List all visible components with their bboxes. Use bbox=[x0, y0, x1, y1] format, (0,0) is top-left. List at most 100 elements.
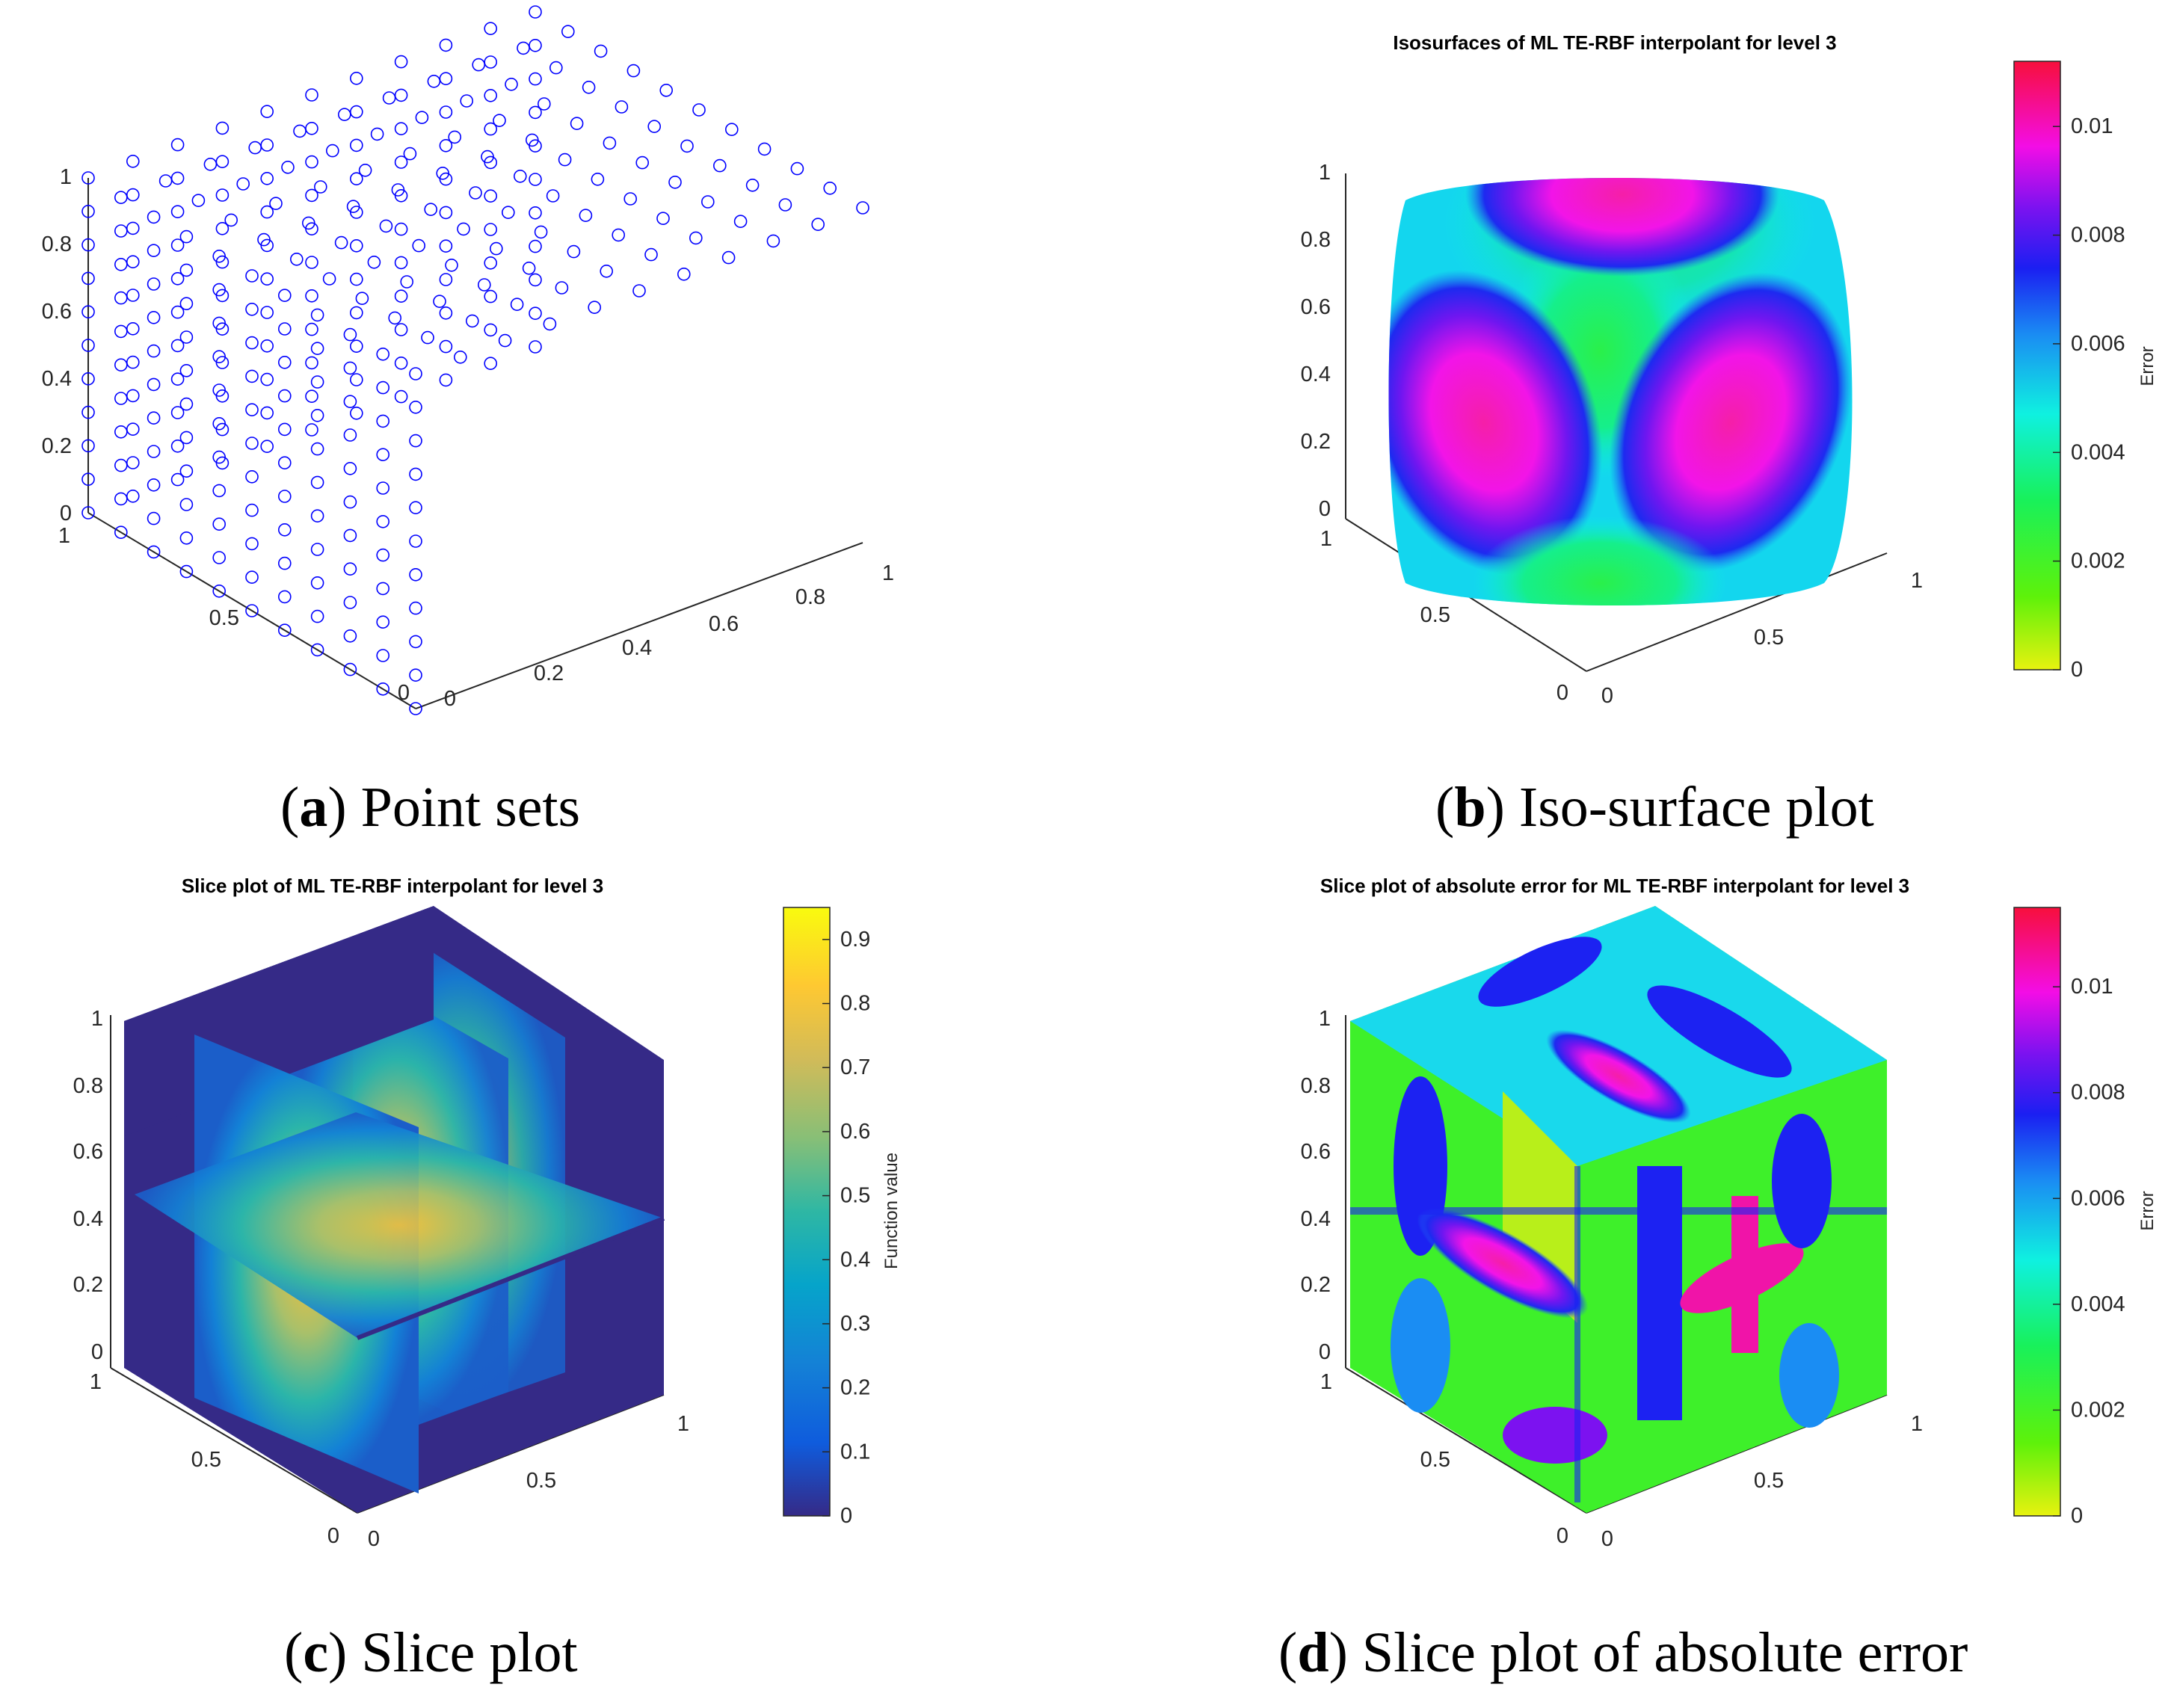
x-tick-label: 1 bbox=[882, 561, 894, 585]
scatter-marker bbox=[529, 105, 542, 120]
panel-b-z-ticks: 0 0.2 0.4 0.6 0.8 1 bbox=[1301, 161, 1331, 521]
scatter-marker bbox=[260, 238, 274, 253]
scatter-marker bbox=[484, 223, 498, 236]
panel-d-x-ticks: 0 0.5 1 bbox=[1601, 1412, 1923, 1551]
scatter-marker bbox=[343, 629, 357, 643]
scatter-marker bbox=[409, 400, 422, 414]
colorbar-tick-label: 0.3 bbox=[840, 1312, 870, 1336]
scatter-marker bbox=[81, 271, 95, 286]
scatter-marker bbox=[170, 472, 185, 487]
scatter-marker bbox=[170, 238, 185, 252]
scatter-marker bbox=[215, 389, 230, 403]
scatter-marker bbox=[394, 155, 408, 169]
z-tick-label: 0.6 bbox=[73, 1140, 103, 1164]
scatter-marker bbox=[114, 458, 128, 472]
scatter-marker bbox=[147, 244, 161, 258]
scatter-marker bbox=[277, 590, 292, 604]
scatter-marker bbox=[310, 308, 324, 322]
scatter-marker bbox=[343, 461, 357, 475]
scatter-marker bbox=[114, 224, 128, 238]
scatter-marker bbox=[689, 231, 703, 245]
z-tick-label: 0.2 bbox=[42, 434, 72, 458]
scatter-marker bbox=[615, 100, 629, 114]
colorbar-tick-label: 0.9 bbox=[840, 928, 870, 952]
scatter-marker bbox=[147, 377, 161, 392]
scatter-marker bbox=[415, 111, 429, 124]
scatter-marker bbox=[394, 55, 408, 69]
z-tick-label: 0.6 bbox=[1301, 295, 1331, 319]
scatter-marker bbox=[811, 218, 825, 232]
scatter-marker bbox=[394, 222, 408, 236]
scatter-marker bbox=[260, 205, 274, 219]
scatter-marker bbox=[626, 64, 641, 78]
scatter-marker bbox=[81, 171, 95, 185]
scatter-marker bbox=[349, 138, 363, 152]
scatter-marker bbox=[277, 556, 292, 570]
scatter-marker bbox=[147, 411, 161, 425]
scatter-marker bbox=[277, 355, 292, 369]
x-tick-label: 0.2 bbox=[534, 662, 564, 685]
scatter-marker bbox=[457, 222, 470, 236]
scatter-marker bbox=[212, 551, 227, 564]
scatter-marker bbox=[245, 469, 259, 484]
scatter-marker bbox=[522, 261, 536, 275]
scatter-marker bbox=[343, 596, 357, 609]
caption-letter: c bbox=[303, 1621, 328, 1684]
scatter-marker bbox=[236, 177, 250, 191]
scatter-marker bbox=[484, 323, 498, 337]
scatter-marker bbox=[277, 522, 292, 537]
scatter-marker bbox=[114, 324, 128, 339]
scatter-marker bbox=[147, 277, 161, 291]
scatter-marker bbox=[260, 440, 274, 454]
colorbar-ticks: 0 0.1 0.2 0.3 0.4 0.5 0.6 0.7 0.8 0.9 bbox=[822, 928, 870, 1528]
colorbar-tick-label: 0.006 bbox=[2071, 1186, 2125, 1210]
scatter-marker bbox=[170, 205, 185, 219]
scatter-marker bbox=[179, 397, 194, 411]
scatter-marker bbox=[349, 272, 363, 286]
scatter-marker bbox=[114, 492, 128, 506]
z-tick-label: 0.2 bbox=[1301, 1273, 1331, 1297]
scatter-marker bbox=[313, 180, 327, 194]
scatter-marker bbox=[126, 289, 140, 302]
colorbar-tick-label: 0.01 bbox=[2071, 114, 2113, 138]
x-tick-label: 0 bbox=[1601, 1527, 1613, 1551]
scatter-marker bbox=[343, 495, 357, 509]
scatter-marker bbox=[394, 323, 408, 336]
scatter-marker bbox=[394, 256, 408, 270]
scatter-marker bbox=[81, 305, 95, 319]
z-tick-label: 0.4 bbox=[73, 1207, 103, 1231]
scatter-marker bbox=[394, 356, 408, 370]
x-tick-label: 0 bbox=[368, 1527, 380, 1551]
scatter-marker bbox=[612, 228, 626, 242]
scatter-marker bbox=[349, 172, 363, 185]
scatter-marker bbox=[343, 327, 357, 342]
scatter-marker bbox=[409, 702, 422, 715]
scatter-marker bbox=[484, 22, 498, 36]
panel-b-y-ticks: 1 0.5 0 bbox=[1320, 527, 1568, 705]
scatter-marker bbox=[305, 256, 318, 269]
scatter-marker bbox=[147, 310, 161, 324]
scatter-marker bbox=[472, 58, 486, 72]
scatter-marker bbox=[170, 372, 185, 386]
scatter-marker bbox=[126, 355, 140, 369]
scatter-marker bbox=[343, 361, 357, 375]
scatter-marker bbox=[778, 198, 792, 212]
scatter-marker bbox=[179, 531, 194, 545]
scatter-marker bbox=[448, 130, 462, 144]
scatter-marker bbox=[260, 172, 274, 185]
scatter-marker bbox=[245, 604, 259, 617]
y-tick-label: 0 bbox=[327, 1524, 339, 1548]
x-tick-label: 0.5 bbox=[1754, 1469, 1784, 1493]
scatter-marker bbox=[376, 448, 390, 462]
x-tick-label: 0 bbox=[444, 687, 456, 711]
scatter-marker bbox=[215, 121, 230, 135]
caption-text: Slice plot of absolute error bbox=[1362, 1621, 1968, 1684]
scatter-marker bbox=[179, 297, 194, 311]
scatter-marker bbox=[305, 188, 318, 203]
y-tick-label: 0 bbox=[1556, 1524, 1568, 1548]
scatter-marker bbox=[700, 195, 715, 209]
x-tick-label: 0.8 bbox=[795, 585, 825, 609]
scatter-marker bbox=[400, 275, 414, 289]
scatter-marker bbox=[692, 103, 706, 117]
scatter-marker bbox=[394, 188, 408, 203]
